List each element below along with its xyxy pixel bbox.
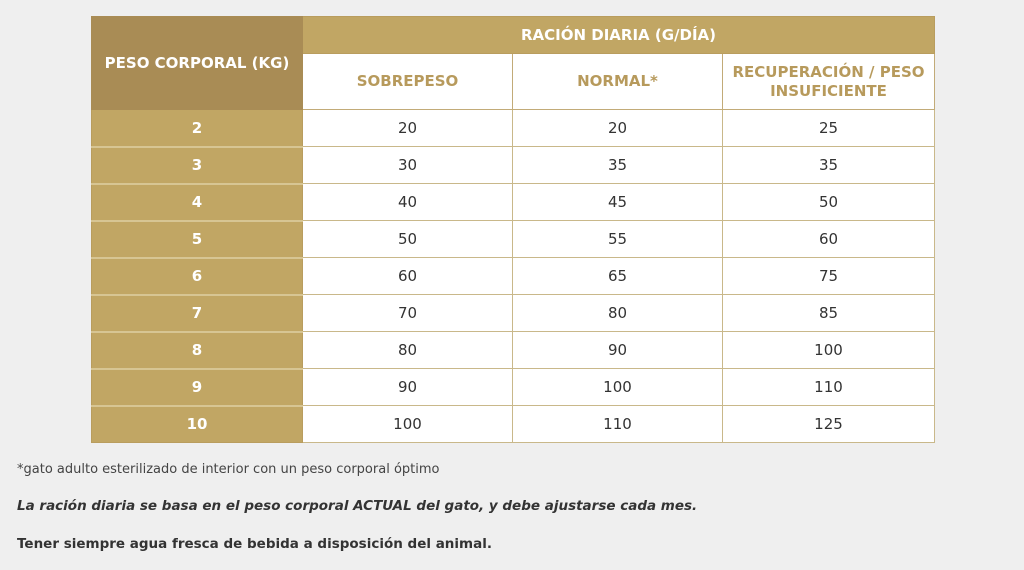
overweight-cell: 60: [302, 257, 513, 295]
recovery-cell: 35: [722, 146, 935, 184]
overweight-cell: 30: [302, 146, 513, 184]
normal-cell: 45: [512, 183, 723, 221]
overweight-cell: 50: [302, 220, 513, 258]
table-row: 5 50 55 60: [91, 220, 935, 259]
weight-cell: 7: [91, 294, 303, 333]
normal-cell: 100: [512, 368, 723, 406]
daily-ration-note: La ración diaria se basa en el peso corp…: [17, 498, 698, 514]
water-note: Tener siempre agua fresca de bebida a di…: [17, 536, 492, 552]
weight-cell: 8: [91, 331, 303, 370]
table-body: 2 20 20 25 3 30 35 35 4 40 45 50 5 50 55: [91, 109, 935, 443]
weight-cell: 6: [91, 257, 303, 296]
recovery-cell: 25: [722, 109, 935, 147]
normal-cell: 80: [512, 294, 723, 332]
table-row: 2 20 20 25: [91, 109, 935, 148]
overweight-cell: 20: [302, 109, 513, 147]
overweight-cell: 100: [302, 405, 513, 443]
weight-cell: 5: [91, 220, 303, 259]
recovery-cell: 50: [722, 183, 935, 221]
column-header-recovery: RECUPERACIÓN / PESO INSUFICIENTE: [722, 53, 935, 110]
recovery-cell: 60: [722, 220, 935, 258]
table-row: 4 40 45 50: [91, 183, 935, 222]
weight-cell: 3: [91, 146, 303, 185]
recovery-cell: 125: [722, 405, 935, 443]
normal-cell: 55: [512, 220, 723, 258]
table-row: 7 70 80 85: [91, 294, 935, 333]
recovery-cell: 100: [722, 331, 935, 369]
normal-cell: 35: [512, 146, 723, 184]
weight-cell: 9: [91, 368, 303, 407]
table-row: 3 30 35 35: [91, 146, 935, 185]
weight-cell: 4: [91, 183, 303, 222]
normal-cell: 20: [512, 109, 723, 147]
ration-group-header: RACIÓN DIARIA (G/DÍA): [302, 16, 935, 54]
overweight-cell: 70: [302, 294, 513, 332]
overweight-cell: 90: [302, 368, 513, 406]
table-row: 8 80 90 100: [91, 331, 935, 370]
ration-table: PESO CORPORAL (KG) RACIÓN DIARIA (G/DÍA)…: [91, 16, 935, 443]
recovery-cell: 110: [722, 368, 935, 406]
column-header-overweight: SOBREPESO: [302, 53, 513, 110]
weight-cell: 2: [91, 109, 303, 148]
table-row: 9 90 100 110: [91, 368, 935, 407]
normal-cell: 90: [512, 331, 723, 369]
weight-column-header: PESO CORPORAL (KG): [91, 16, 303, 110]
recovery-cell: 85: [722, 294, 935, 332]
column-header-normal: NORMAL*: [512, 53, 723, 110]
weight-cell: 10: [91, 405, 303, 443]
table-row: 6 60 65 75: [91, 257, 935, 296]
overweight-cell: 80: [302, 331, 513, 369]
normal-cell: 110: [512, 405, 723, 443]
table-row: 10 100 110 125: [91, 405, 935, 443]
normal-cell: 65: [512, 257, 723, 295]
recovery-cell: 75: [722, 257, 935, 295]
overweight-cell: 40: [302, 183, 513, 221]
footnote: *gato adulto esterilizado de interior co…: [17, 462, 440, 477]
